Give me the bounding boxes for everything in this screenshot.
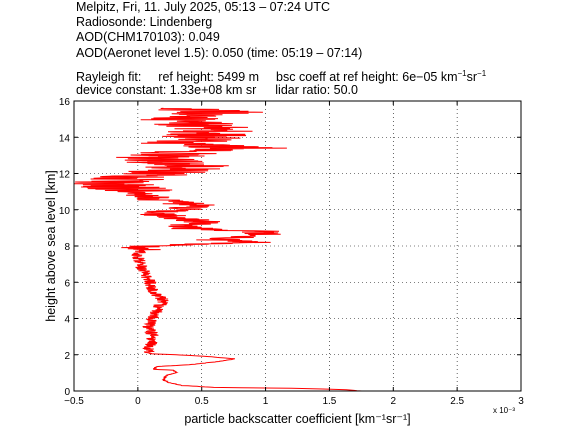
y-tick-label: 14 [59,133,71,144]
x-tick-label: 0.5 [195,396,209,407]
x-tick-label: 1.5 [322,396,336,407]
ref-height-text: ref height: 5499 m [158,70,260,85]
x-tick-label: 1 [263,396,269,407]
x-tick-label: 0 [135,396,141,407]
x-tick-label: 3 [518,396,524,407]
rayleigh-fit-line: Rayleigh fit: ref height: 5499 m bsc coe… [76,66,486,85]
y-tick-label: 16 [59,97,71,108]
lidar-ratio-text: lidar ratio: 50.0 [275,83,358,97]
y-tick-label: 12 [59,170,71,181]
profile-line [73,107,362,392]
x-tick-label: 2 [391,396,397,407]
device-constant-text: device constant: 1.33e+08 km sr [76,83,257,97]
title-line-aod-chm: AOD(CHM170103): 0.049 [76,30,220,44]
y-axis-label: height above sea level [km] [44,170,58,321]
device-constant-line: device constant: 1.33e+08 km sr lidar ra… [76,83,358,98]
title-line-location-time: Melpitz, Fri, 11. July 2025, 05:13 – 07:… [76,0,331,14]
rayleigh-fit-label: Rayleigh fit: [76,70,142,85]
y-tick-label: 0 [64,387,70,398]
y-tick-label: 6 [64,278,70,289]
x-axis-label: particle backscatter coefficient [km⁻¹sr… [184,412,410,426]
x-tick-label: 2.5 [450,396,464,407]
x-axis-exponent: x 10⁻³ [493,406,515,415]
title-line-aod-aeronet: AOD(Aeronet level 1.5): 0.050 (time: 05:… [76,46,363,60]
title-line-radiosonde: Radiosonde: Lindenberg [76,15,213,29]
y-tick-label: 10 [59,206,71,217]
y-tick-label: 8 [64,242,70,253]
x-tick-label: −0.5 [64,396,84,407]
y-tick-label: 2 [64,351,70,362]
bsc-coeff-text: bsc coeff at ref height: 6e−05 km−1sr−1 [276,69,487,85]
y-tick-label: 4 [64,315,70,326]
